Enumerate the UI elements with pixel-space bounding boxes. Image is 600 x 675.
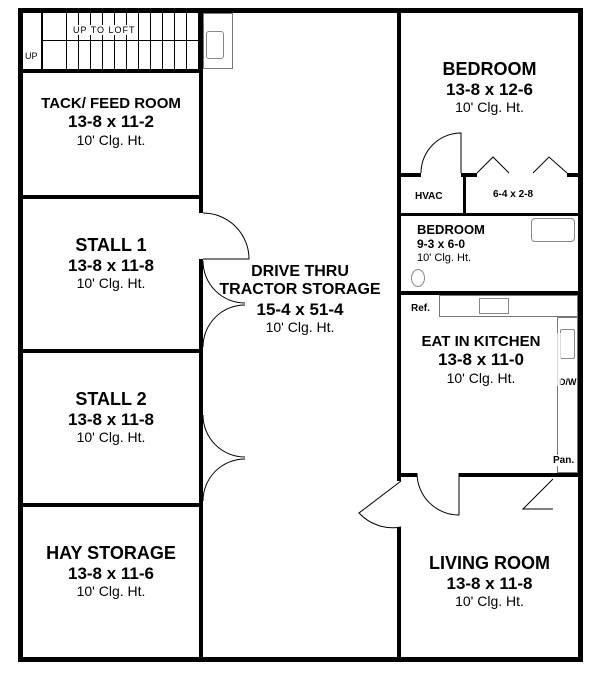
bedroom-main-label: BEDROOM 13-8 x 12-6 10' Clg. Ht.: [401, 59, 578, 115]
ref-label: Ref.: [411, 303, 430, 314]
hay-label: HAY STORAGE 13-8 x 11-6 10' Clg. Ht.: [23, 543, 199, 599]
stairs-up-label: UP: [25, 51, 38, 61]
stall1-label: STALL 1 13-8 x 11-8 10' Clg. Ht.: [23, 235, 199, 291]
door-tractor-living: [397, 481, 401, 527]
living-label: LIVING ROOM 13-8 x 11-8 10' Clg. Ht.: [401, 553, 578, 609]
closet-doors: [477, 173, 567, 177]
wall-closet-bottom: [401, 213, 581, 216]
wall-tack-bottom: [23, 195, 203, 199]
door-bedroom: [421, 173, 461, 177]
tack-room-label: TACK/ FEED ROOM 13-8 x 11-2 10' Clg. Ht.: [23, 95, 199, 148]
dw-label: D/W: [559, 377, 577, 387]
cooktop: [479, 298, 509, 314]
door-kitchen-living: [417, 473, 459, 477]
center-top-sink: [206, 31, 224, 59]
floor-plan-container: UP TO LOFT UP TACK/ FEED ROOM 13-8 x 11-…: [18, 8, 583, 662]
kitchen-sink: [560, 329, 575, 359]
wall-hvac-right: [463, 177, 466, 213]
stairs-loft-label: UP TO LOFT: [71, 25, 138, 35]
wall-stall2-bottom: [23, 503, 203, 507]
pan-label: Pan.: [553, 455, 574, 466]
hvac-label: HVAC: [415, 191, 443, 202]
bathtub: [531, 218, 575, 242]
wall-stall1-bottom: [23, 349, 203, 353]
bedroom2-label: BEDROOM 9-3 x 6-0 10' Clg. Ht.: [417, 223, 527, 264]
kitchen-label: EAT IN KITCHEN 13-8 x 11-0 10' Clg. Ht.: [401, 333, 561, 386]
tractor-label: DRIVE THRU TRACTOR STORAGE 15-4 x 51-4 1…: [203, 263, 397, 335]
stall2-label: STALL 2 13-8 x 11-8 10' Clg. Ht.: [23, 389, 199, 445]
closet-dim-label: 6-4 x 2-8: [493, 189, 533, 200]
stairs: UP TO LOFT UP: [23, 13, 203, 71]
toilet: [411, 269, 425, 287]
